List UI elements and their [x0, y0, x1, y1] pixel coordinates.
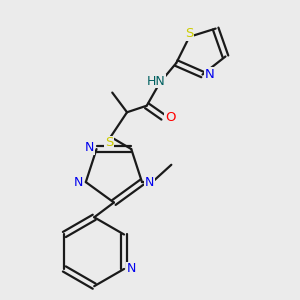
Text: N: N [145, 176, 154, 189]
Text: S: S [105, 136, 113, 149]
Text: N: N [85, 141, 94, 154]
Text: O: O [165, 111, 175, 124]
Text: N: N [127, 262, 136, 275]
Text: S: S [185, 27, 194, 40]
Text: N: N [74, 176, 83, 189]
Text: N: N [205, 68, 214, 81]
Text: HN: HN [146, 75, 165, 88]
